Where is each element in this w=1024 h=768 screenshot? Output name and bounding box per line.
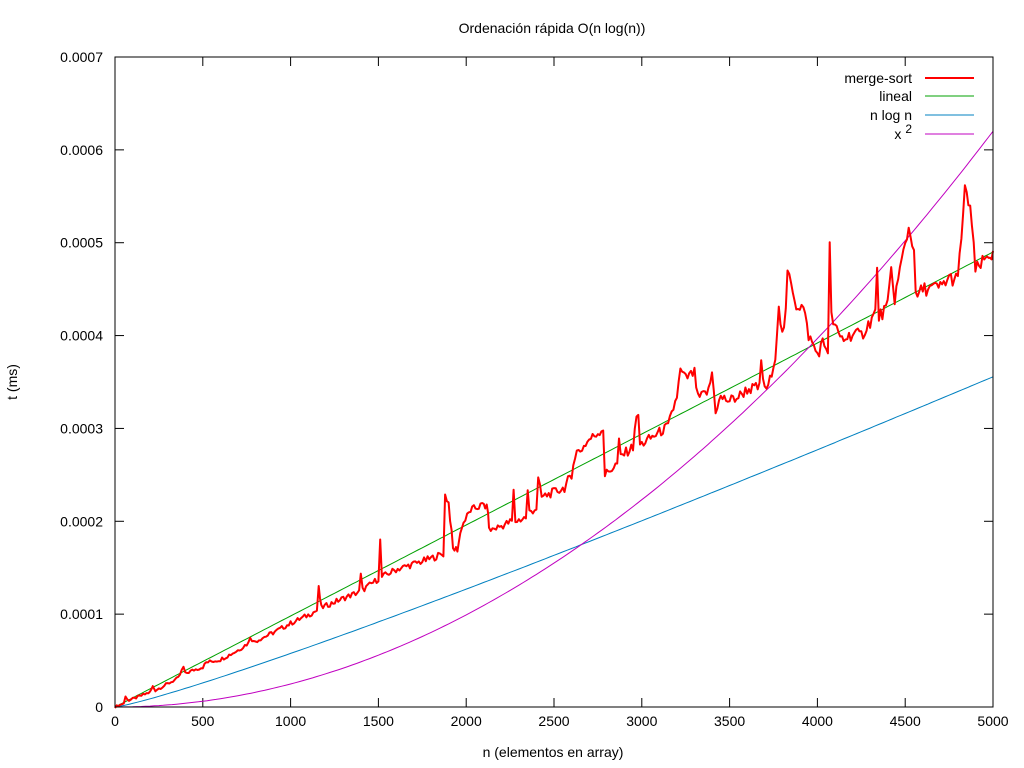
legend-label-text: merge-sort — [844, 70, 912, 86]
y-tick-label: 0.0004 — [60, 328, 103, 344]
series-line-merge-sort — [114, 184, 994, 709]
series-line-lineal — [114, 251, 994, 708]
y-tick-label: 0.0001 — [60, 606, 103, 622]
y-tick-label: 0.0005 — [60, 235, 103, 251]
y-tick-label: 0.0007 — [60, 49, 103, 65]
legend-label-superscript: 2 — [905, 122, 912, 136]
legend-label: merge-sort — [844, 70, 912, 86]
x-tick-label: 0 — [111, 713, 119, 729]
legend-label-text: x — [894, 126, 901, 142]
x-tick-label: 1000 — [275, 713, 306, 729]
x-tick-label: 3000 — [626, 713, 657, 729]
x-tick-label: 2000 — [451, 713, 482, 729]
y-tick-label: 0.0006 — [60, 142, 103, 158]
legend-label: n log n — [870, 107, 912, 123]
x-tick-label: 4500 — [890, 713, 921, 729]
legend-label: lineal — [879, 88, 912, 104]
legend-label-text: n log n — [870, 107, 912, 123]
y-axis-label: t (ms) — [4, 364, 20, 400]
legend-label-text: lineal — [879, 88, 912, 104]
chart-title: Ordenación rápida O(n log(n)) — [459, 20, 646, 36]
x-tick-label: 500 — [191, 713, 215, 729]
x-axis-label: n (elementos en array) — [483, 744, 624, 760]
series-line-n-log-n — [114, 376, 994, 708]
x-tick-label: 5000 — [977, 713, 1008, 729]
plot-area — [114, 130, 994, 709]
x-tick-label: 2500 — [538, 713, 569, 729]
y-tick-label: 0.0002 — [60, 513, 103, 529]
x-tick-label: 1500 — [363, 713, 394, 729]
y-tick-label: 0.0003 — [60, 420, 103, 436]
x-tick-label: 4000 — [802, 713, 833, 729]
x-tick-label: 3500 — [714, 713, 745, 729]
plot-frame — [114, 56, 994, 708]
axis-ticks: 0 500 1000 1500 2000 2500 3000 3500 4000 4500 5000… — [60, 49, 1009, 729]
series-line-x-2 — [115, 130, 994, 708]
y-tick-label: 0 — [95, 699, 103, 715]
